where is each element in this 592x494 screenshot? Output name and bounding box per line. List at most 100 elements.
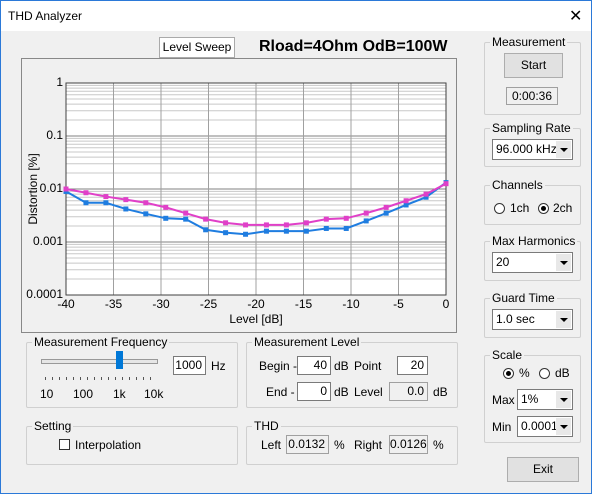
guard-time-select[interactable]: 1.0 sec (492, 309, 573, 330)
point (63, 186, 69, 192)
point (183, 210, 189, 216)
scale-label: 1k (113, 387, 126, 401)
x-tick-label: -35 (105, 297, 123, 311)
chart: Level [dB] Distortion [%] 0.0001 0.001 0.0… (21, 58, 457, 333)
point (103, 200, 109, 206)
point (403, 198, 409, 204)
label: Min (492, 420, 512, 434)
point (443, 181, 449, 187)
point (343, 215, 349, 221)
point-input[interactable]: 20 (397, 356, 428, 375)
y-axis-label: Distortion [%] (26, 153, 40, 224)
group-title: THD (252, 419, 281, 433)
point (223, 220, 229, 226)
frequency-input[interactable]: 1000 (173, 356, 206, 375)
radio[interactable] (539, 368, 550, 379)
point (143, 200, 149, 206)
scale-label: 10 (40, 387, 54, 401)
slider-thumb[interactable] (116, 351, 123, 369)
window-title: THD Analyzer (8, 9, 83, 23)
x-tick-label: -15 (295, 297, 313, 311)
unit: Hz (211, 359, 226, 373)
slider-ticks (45, 377, 157, 380)
title-bar: THD Analyzer ✕ (1, 1, 591, 31)
y-tick-label: 0.001 (33, 234, 63, 248)
point (223, 230, 229, 236)
point (163, 215, 169, 221)
checkbox-label[interactable]: Interpolation (75, 438, 142, 452)
point (183, 216, 189, 222)
checkbox[interactable] (59, 439, 70, 450)
group-title: Measurement Frequency (32, 335, 170, 349)
select-value: 0.0001 (521, 419, 558, 433)
group-box (26, 342, 238, 408)
tab[interactable]: Level Sweep (159, 37, 235, 58)
group-box (484, 355, 581, 443)
point (403, 202, 409, 208)
x-tick-label: -20 (247, 297, 265, 311)
label: End - (266, 385, 295, 399)
point (323, 225, 329, 231)
scale-label: 100 (73, 387, 94, 401)
y-tick-label: 0.1 (46, 128, 63, 142)
group-title: Guard Time (490, 291, 557, 305)
radio-label[interactable]: 1ch (510, 201, 530, 215)
label: Max (492, 393, 515, 407)
point (203, 227, 209, 233)
point (343, 225, 349, 231)
start-button[interactable]: Start (504, 53, 563, 78)
point (83, 190, 89, 196)
thd-left: 0.0132 (286, 435, 329, 454)
x-tick-label: -25 (200, 297, 218, 311)
x-tick-label: -5 (393, 297, 404, 311)
radio[interactable] (494, 203, 505, 214)
group-box (26, 426, 238, 465)
unit: dB (433, 385, 448, 399)
label: Point (354, 359, 382, 373)
point (423, 194, 429, 200)
max-harmonics-select[interactable]: 20 (492, 252, 573, 273)
point (283, 222, 289, 228)
label: Left (261, 438, 282, 452)
exit-button[interactable]: Exit (507, 457, 579, 482)
group-title: Sampling Rate (490, 121, 573, 135)
group-box (246, 426, 458, 465)
x-tick-label: -40 (57, 297, 75, 311)
radio-label[interactable]: 2ch (553, 201, 573, 215)
select-value: 96.000 kHz (496, 142, 557, 156)
group-title: Measurement (490, 35, 568, 49)
point (83, 200, 89, 206)
series-line (65, 181, 447, 236)
point (243, 231, 249, 237)
x-tick-label: 0 (443, 297, 450, 311)
thd-right: 0.0126 (389, 435, 428, 454)
begin-input[interactable]: 40 (297, 356, 331, 375)
close-button[interactable]: ✕ (569, 8, 583, 25)
point (363, 210, 369, 216)
point (383, 204, 389, 210)
elapsed-time: 0:00:36 (506, 87, 558, 105)
group-title: Measurement Level (252, 335, 362, 349)
radio-label[interactable]: % (519, 366, 530, 380)
point (123, 206, 129, 212)
scale-label: 10k (144, 387, 164, 401)
series-line (65, 182, 447, 226)
level-display: 0.0 (389, 382, 428, 401)
label: Level (354, 385, 383, 399)
point (283, 228, 289, 234)
scale-max-select[interactable]: 1% (517, 389, 573, 410)
radio[interactable] (538, 203, 549, 214)
group-title: Max Harmonics (490, 234, 578, 248)
sampling-rate-select[interactable]: 96.000 kHz (492, 139, 573, 160)
radio-label[interactable]: dB (555, 366, 570, 380)
slider-track[interactable] (41, 359, 158, 364)
scale-min-select[interactable]: 0.0001 (517, 416, 573, 437)
point (303, 228, 309, 234)
y-tick-label: 0.01 (40, 181, 64, 195)
end-input[interactable]: 0 (297, 382, 331, 401)
radio[interactable] (503, 368, 514, 379)
group-title: Scale (490, 348, 525, 362)
unit: dB (334, 359, 349, 373)
point (243, 222, 249, 228)
